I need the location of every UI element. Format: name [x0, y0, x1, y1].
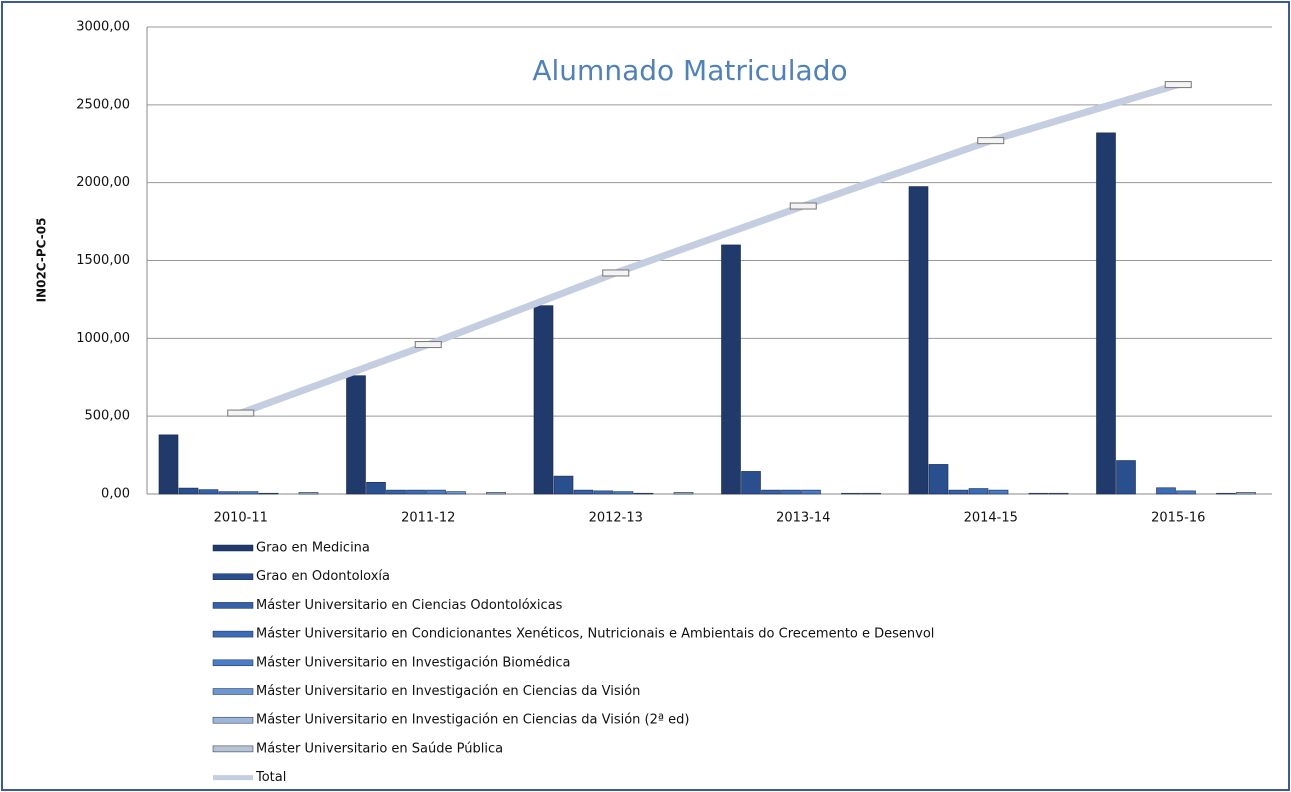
bar	[406, 489, 426, 495]
bar	[948, 489, 969, 495]
bar	[218, 491, 239, 495]
legend-label: Máster Universitario en Investigación en…	[256, 713, 689, 728]
total-marker	[602, 269, 630, 277]
total-line	[237, 81, 1182, 417]
legend-swatch	[212, 745, 254, 753]
bar	[533, 305, 554, 495]
total-marker	[1164, 81, 1192, 89]
x-tick-label: 2012-13	[589, 511, 643, 526]
bar	[346, 375, 366, 495]
total-marker	[414, 341, 442, 349]
legend-label: Máster Universitario en Condicionantes X…	[256, 627, 934, 642]
y-tick-label: 3000,00	[76, 20, 130, 35]
x-tick-label: 2013-14	[776, 511, 830, 526]
bar	[258, 492, 279, 495]
bar	[426, 489, 446, 495]
bar	[553, 475, 574, 495]
bar	[1096, 132, 1116, 495]
bar	[988, 489, 1009, 495]
bar	[613, 491, 634, 495]
bar	[721, 244, 741, 495]
bar	[861, 492, 881, 495]
bar	[841, 492, 861, 495]
legend-swatch	[212, 573, 254, 580]
bar	[1048, 492, 1069, 495]
legend-swatch	[212, 544, 254, 552]
bar	[761, 489, 781, 495]
y-tick-label: 500,00	[85, 409, 131, 424]
bar	[908, 186, 929, 495]
bar	[1176, 490, 1196, 495]
bar	[386, 489, 406, 495]
bar	[298, 492, 319, 495]
x-tick-label: 2014-15	[964, 511, 1018, 526]
x-tick-label: 2010-11	[214, 511, 268, 526]
bar	[593, 490, 614, 495]
total-marker	[789, 202, 817, 210]
bar	[801, 489, 821, 495]
bar	[1216, 492, 1236, 495]
bar	[1236, 492, 1256, 495]
y-tick-label: 1500,00	[76, 253, 130, 268]
bar	[781, 489, 801, 495]
legend-swatch	[212, 688, 254, 695]
legend-swatch	[212, 630, 254, 638]
bar	[1116, 460, 1136, 495]
y-tick-label: 2500,00	[76, 97, 130, 112]
y-tick-label: 0,00	[101, 487, 130, 502]
bar	[633, 492, 654, 495]
bar	[741, 471, 761, 495]
chart-title: Alumnado Matriculado	[532, 54, 847, 87]
legend-label: Grao en Odontoloxía	[256, 569, 390, 584]
total-marker	[227, 409, 255, 417]
y-tick-label: 1000,00	[76, 331, 130, 346]
bar	[673, 492, 694, 495]
legend-label: Máster Universitario en Investigación en…	[256, 684, 640, 699]
bar	[198, 489, 219, 495]
bar	[1028, 492, 1049, 495]
bar	[968, 488, 989, 495]
legend-label: Máster Universitario en Saúde Pública	[256, 741, 503, 756]
bar	[928, 464, 949, 495]
x-tick-label: 2011-12	[401, 511, 455, 526]
bar	[366, 482, 386, 495]
x-tick-label: 2015-16	[1151, 511, 1205, 526]
bar	[446, 491, 466, 495]
bar	[1156, 487, 1176, 495]
legend-swatch	[212, 602, 254, 609]
bar	[486, 492, 506, 495]
bar	[178, 487, 199, 495]
y-axis-label: IN02C-PC-05	[35, 218, 49, 303]
legend-label: Grao en Medicina	[256, 541, 370, 556]
bar	[238, 491, 259, 495]
legend-label: Total	[255, 770, 286, 785]
bar	[158, 434, 179, 495]
legend-label: Máster Universitario en Investigación Bi…	[256, 655, 570, 670]
legend-swatch	[212, 659, 254, 667]
bar	[573, 489, 594, 495]
total-marker	[977, 137, 1005, 145]
legend-label: Máster Universitario en Ciencias Odontol…	[256, 598, 563, 613]
y-tick-label: 2000,00	[76, 175, 130, 190]
legend-swatch	[212, 716, 254, 724]
